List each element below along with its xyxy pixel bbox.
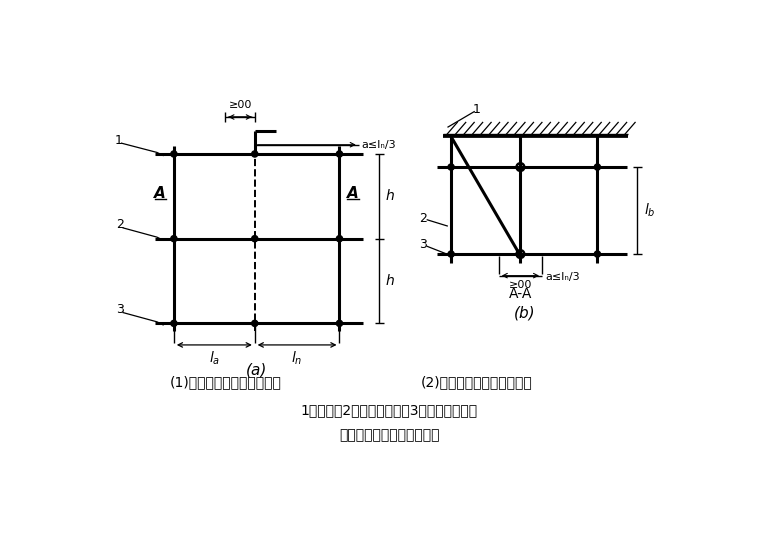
Text: $l_n$: $l_n$ <box>291 349 302 367</box>
Text: 3: 3 <box>419 238 426 251</box>
Circle shape <box>337 320 343 326</box>
Text: ≥00: ≥00 <box>508 280 532 290</box>
Text: 1: 1 <box>115 133 122 147</box>
Text: a≤lₙ/3: a≤lₙ/3 <box>361 140 396 150</box>
Text: A: A <box>347 186 359 201</box>
Circle shape <box>337 151 343 157</box>
Text: h: h <box>385 189 394 203</box>
Circle shape <box>252 320 258 326</box>
Text: 纵向水平杆对接接头布置。: 纵向水平杆对接接头布置。 <box>339 428 440 442</box>
Circle shape <box>448 251 454 257</box>
Circle shape <box>171 151 177 157</box>
Circle shape <box>171 235 177 242</box>
Circle shape <box>594 164 600 170</box>
Text: $l_b$: $l_b$ <box>644 202 655 219</box>
Text: (b): (b) <box>514 305 535 320</box>
Circle shape <box>252 151 258 157</box>
Text: (2)接头不在同跨内（平面）: (2)接头不在同跨内（平面） <box>420 376 532 389</box>
Text: $l_a$: $l_a$ <box>209 349 220 367</box>
Circle shape <box>594 251 600 257</box>
Text: A: A <box>154 186 166 201</box>
Text: 1: 1 <box>473 103 480 116</box>
Text: 2: 2 <box>419 212 426 225</box>
Text: 3: 3 <box>116 303 124 316</box>
Text: 2: 2 <box>116 218 124 232</box>
Text: a≤lₙ/3: a≤lₙ/3 <box>546 272 581 282</box>
Text: A-A: A-A <box>508 287 532 301</box>
Text: (a): (a) <box>246 362 268 377</box>
Text: 1－立杆；2－纵向水平杆；3－横向水平杆。: 1－立杆；2－纵向水平杆；3－横向水平杆。 <box>301 403 478 417</box>
Text: (1)接头不在同步内（立面）: (1)接头不在同步内（立面） <box>170 376 282 389</box>
Circle shape <box>171 320 177 326</box>
Circle shape <box>448 164 454 170</box>
Text: ≥00: ≥00 <box>229 100 252 110</box>
Circle shape <box>337 235 343 242</box>
Text: h: h <box>385 274 394 288</box>
Circle shape <box>252 235 258 242</box>
